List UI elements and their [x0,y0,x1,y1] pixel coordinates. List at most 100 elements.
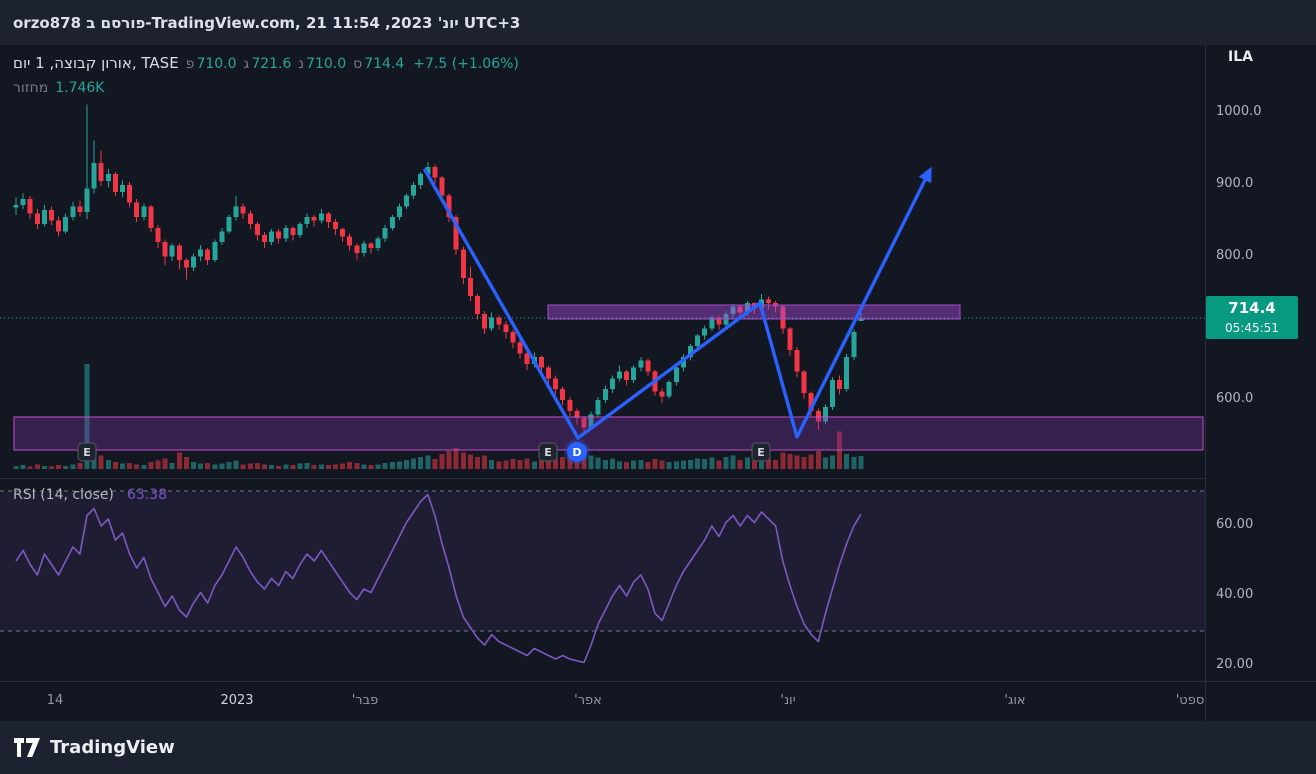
candle-body [333,222,338,230]
time-axis-label: יונ' [780,693,796,708]
candle-body [446,195,452,217]
svg-text:E: E [757,446,765,459]
candle-body [254,224,260,235]
open-label: פ [185,56,195,72]
rsi-legend: RSI (14, close) 63.38 [13,484,167,503]
volume-value: 1.746K [55,80,105,96]
candle-body [233,206,239,217]
candle-wick [775,301,777,313]
tradingview-wordmark[interactable]: TradingView [50,737,175,758]
attribution-bar: orzo878 פורסם ב-TradingView.com, 21 יונ'… [0,0,1316,45]
candle-body [404,195,409,207]
candle-body [112,174,118,192]
candle-body [155,227,161,243]
candle-body [382,227,388,239]
time-axis-label: פבר' [351,693,379,708]
svg-text:E: E [83,446,91,459]
candle-body [666,382,672,397]
rsi-line[interactable] [15,493,862,664]
candle-body [624,371,630,380]
time-axis-label: 14 [46,693,64,708]
candle-body [269,231,275,243]
time-axis[interactable]: 14 2023 פבר' אפר' יונ' אוג' ספט' [0,681,1316,721]
low-value: 710.0 [306,56,347,72]
candle-body [148,206,154,228]
countdown-timer: 05:45:51 [1225,320,1279,335]
candle-wick [768,296,770,310]
candle-body [70,206,76,217]
candle-body [361,243,367,253]
candle-body [837,379,843,390]
price-scale[interactable]: ILA 714.4 05:45:51 1000.0 900.0 800.0 600.0… [1206,45,1316,681]
candle-body [354,245,360,253]
candle-body [368,243,374,248]
rsi-title[interactable]: RSI (14, close) [13,487,114,503]
candle-body [325,213,331,223]
candle-wick [860,312,862,322]
candle-body [290,227,296,235]
volume-label: מחזור [13,80,49,96]
candle-body [27,199,33,214]
candle-body [574,410,580,418]
time-axis-label: אוג' [1004,693,1026,708]
candle-body [318,213,324,221]
candle-body [240,206,246,214]
candle-body [602,389,608,400]
price-tick-label: 900.0 [1216,175,1254,191]
support-zone[interactable] [13,416,1204,451]
time-axis-label: 2023 [220,693,254,708]
svg-text:D: D [572,446,581,459]
candle-body [730,306,736,314]
rsi-band [0,491,1205,631]
candle-body [460,249,466,278]
candle-body [439,177,445,196]
candle-body [411,184,417,196]
time-axis-label: אפר' [574,693,602,708]
candle-body [198,249,204,257]
svg-text:E: E [544,446,552,459]
candle-body [304,217,310,225]
candle-body [63,217,69,232]
candle-body [609,378,615,390]
tradingview-logo-icon[interactable] [14,737,41,758]
last-price: 714.4 [1228,298,1276,317]
rsi-tick-label: 40.00 [1216,587,1254,602]
candle-body [489,317,495,329]
symbol-title[interactable]: אורון קבוצה, 1 יום, TASE [13,54,179,72]
candle-body [141,206,147,217]
candle-body [169,245,175,257]
open-value: 710.0 [196,56,237,72]
rsi-pane[interactable]: RSI (14, close) 63.38 [0,478,1205,681]
event-marker-d[interactable]: D [564,439,590,465]
currency-label: ILA [1228,49,1253,65]
candle-body [808,392,814,411]
candle-body [546,367,551,379]
change-value: +7.5 (+1.06%) [413,56,519,72]
candle-body [475,296,480,314]
candle-body [801,371,807,393]
candle-body [98,163,104,182]
event-marker-e[interactable]: E [538,442,558,462]
candle-body [247,213,253,225]
candle-body [134,202,140,217]
event-marker-e[interactable]: E [751,442,771,462]
trend-arrow[interactable] [423,166,932,440]
candle-body [524,353,530,365]
candle-body [631,367,637,380]
candle-body [34,213,40,225]
high-label: ג [243,56,250,72]
candle-body [673,367,679,383]
price-tick-label: 800.0 [1216,247,1254,263]
candlestick-series[interactable] [13,104,864,435]
event-marker-e[interactable]: E [77,442,97,462]
candle-body [396,206,402,217]
candle-body [680,357,686,368]
candle-body [219,231,225,243]
candle-body [276,231,282,239]
candle-body [617,371,622,379]
time-axis-label: ספט' [1175,693,1205,708]
candle-body [375,238,381,248]
candle-body [297,224,303,235]
